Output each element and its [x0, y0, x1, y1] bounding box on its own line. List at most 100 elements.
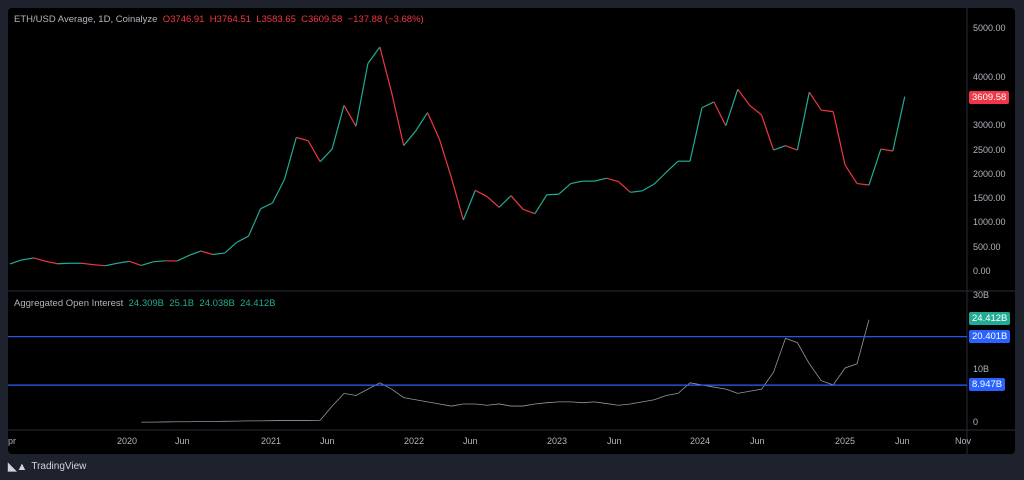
time-tick: Jun: [320, 436, 335, 446]
time-tick: Jun: [895, 436, 910, 446]
price-segment: [892, 96, 906, 152]
price-segment: [117, 260, 130, 264]
brand-label: TradingView: [31, 461, 87, 472]
price-segment: [200, 250, 213, 256]
price-segment: [880, 148, 893, 152]
price-segment: [749, 104, 762, 116]
price-legend: ETH/USD Average, 1D, Coinalyze O3746.91 …: [14, 14, 424, 25]
price-segment: [403, 130, 417, 147]
price-segment: [665, 160, 679, 173]
price-segment: [212, 252, 225, 256]
price-segment: [33, 257, 46, 262]
price-segment: [761, 114, 775, 151]
time-tick: 2025: [835, 436, 856, 446]
oi-legend: Aggregated Open Interest 24.309B 25.1B 2…: [14, 298, 276, 309]
oi-tick: 0: [973, 417, 979, 427]
price-segment: [689, 107, 703, 162]
price-segment: [271, 179, 285, 204]
time-tick: 2021: [261, 436, 282, 446]
price-segment: [450, 177, 464, 221]
oi-open: 24.309B: [128, 298, 165, 309]
price-segment: [522, 208, 536, 215]
chart-canvas[interactable]: [8, 8, 1015, 454]
high-value: H3764.51: [209, 14, 251, 25]
price-tick: 5000.00: [973, 23, 1006, 33]
price-tick: 2500.00: [973, 144, 1006, 155]
price-tick: 500.00: [973, 241, 1001, 252]
time-tick: 2023: [547, 436, 568, 446]
price-segment: [296, 136, 309, 142]
price-segment: [391, 93, 405, 146]
price-segment: [355, 63, 369, 127]
price-segment: [570, 180, 583, 185]
price-segment: [498, 195, 512, 208]
price-segment: [534, 194, 548, 214]
price-segment: [725, 89, 739, 126]
price-tick: 2000.00: [973, 168, 1006, 179]
price-segment: [438, 139, 452, 178]
price-segment: [630, 190, 643, 193]
oi-tick: 10B: [973, 364, 990, 374]
price-segment: [510, 195, 524, 210]
tradingview-logo[interactable]: ◣▲ TradingView: [8, 460, 86, 473]
oi-title[interactable]: Aggregated Open Interest: [14, 298, 124, 309]
line-label-upper[interactable]: 20.401B: [969, 330, 1011, 343]
time-tick: 2020: [117, 436, 138, 446]
price-tick: 3000.00: [973, 120, 1006, 131]
price-segment: [808, 91, 822, 111]
tradingview-icon: ◣▲: [8, 461, 28, 473]
price-segment: [713, 101, 727, 126]
price-segment: [21, 257, 34, 261]
price-segment: [594, 177, 607, 182]
symbol-label[interactable]: ETH/USD Average, 1D, Coinalyze: [14, 14, 158, 25]
chart-frame[interactable]: ETH/USD Average, 1D, Coinalyze O3746.91 …: [8, 8, 1015, 454]
price-segment: [343, 105, 357, 127]
price-segment: [319, 148, 333, 163]
price-segment: [558, 183, 572, 195]
price-segment: [785, 145, 798, 151]
price-segment: [486, 196, 500, 208]
price-segment: [105, 262, 118, 267]
time-tick: 2022: [404, 436, 425, 446]
price-segment: [260, 202, 273, 210]
price-segment: [844, 164, 858, 184]
last-price-badge: 3609.58: [969, 91, 1010, 104]
price-segment: [188, 250, 202, 257]
oi-line: [141, 319, 870, 423]
price-segment: [856, 182, 870, 186]
price-segment: [283, 137, 297, 180]
price-segment: [641, 183, 655, 192]
price-segment: [236, 235, 249, 243]
oi-tick: 30B: [973, 290, 990, 301]
price-tick: 1000.00: [973, 217, 1006, 228]
price-segment: [474, 189, 488, 198]
price-segment: [796, 92, 810, 151]
price-segment: [153, 260, 166, 263]
open-value: O3746.91: [162, 14, 205, 25]
time-tick: Jun: [607, 436, 622, 446]
line-label-lower[interactable]: 8.947B: [969, 378, 1006, 391]
price-segment: [81, 262, 94, 266]
price-segment: [45, 260, 58, 265]
price-segment: [224, 241, 238, 254]
price-segment: [427, 112, 441, 140]
price-segment: [868, 148, 882, 186]
price-segment: [701, 101, 715, 109]
low-value: L3583.65: [256, 14, 296, 25]
price-segment: [821, 109, 834, 113]
time-tick: Jun: [175, 436, 190, 446]
price-segment: [93, 264, 106, 267]
price-segment: [379, 46, 393, 94]
oi-close: 24.412B: [240, 298, 276, 309]
price-tick: 1500.00: [973, 193, 1006, 204]
price-segment: [141, 261, 154, 267]
time-tick: pr: [8, 436, 17, 446]
price-segment: [367, 46, 381, 64]
price-segment: [129, 260, 142, 267]
price-segment: [176, 254, 190, 262]
price-segment: [737, 88, 751, 106]
price-segment: [462, 190, 476, 221]
price-tick: 4000.00: [973, 71, 1006, 82]
price-segment: [832, 111, 846, 166]
price-segment: [307, 140, 321, 162]
